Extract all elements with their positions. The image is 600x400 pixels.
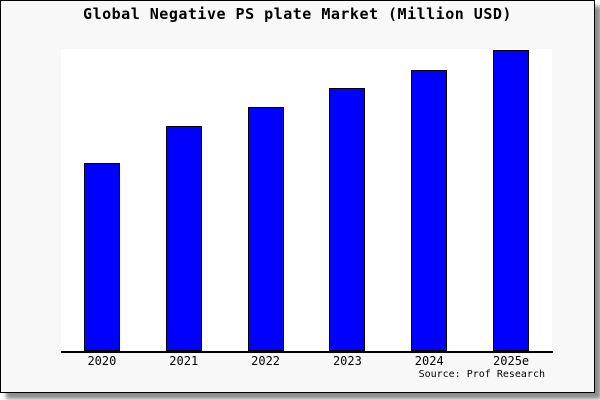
bar-2022 bbox=[247, 107, 284, 351]
bar-2025e bbox=[493, 50, 530, 351]
bar-2021 bbox=[165, 126, 202, 351]
x-tick-label-2024: 2024 bbox=[414, 354, 444, 368]
x-tick-label-2025e: 2025e bbox=[493, 354, 530, 368]
x-axis-line bbox=[61, 351, 553, 353]
x-tick-label-2022: 2022 bbox=[251, 354, 281, 368]
x-tick-label-2023: 2023 bbox=[332, 354, 362, 368]
bar-2023 bbox=[329, 88, 366, 351]
chart-frame: Global Negative PS plate Market (Million… bbox=[0, 0, 595, 393]
plot-area bbox=[61, 49, 552, 351]
x-tick-label-2021: 2021 bbox=[169, 354, 199, 368]
bar-2020 bbox=[83, 163, 120, 351]
x-tick-label-2020: 2020 bbox=[87, 354, 117, 368]
bar-2024 bbox=[411, 70, 448, 351]
source-credit: Source: Prof Research bbox=[418, 369, 545, 380]
chart-title: Global Negative PS plate Market (Million… bbox=[83, 5, 512, 23]
